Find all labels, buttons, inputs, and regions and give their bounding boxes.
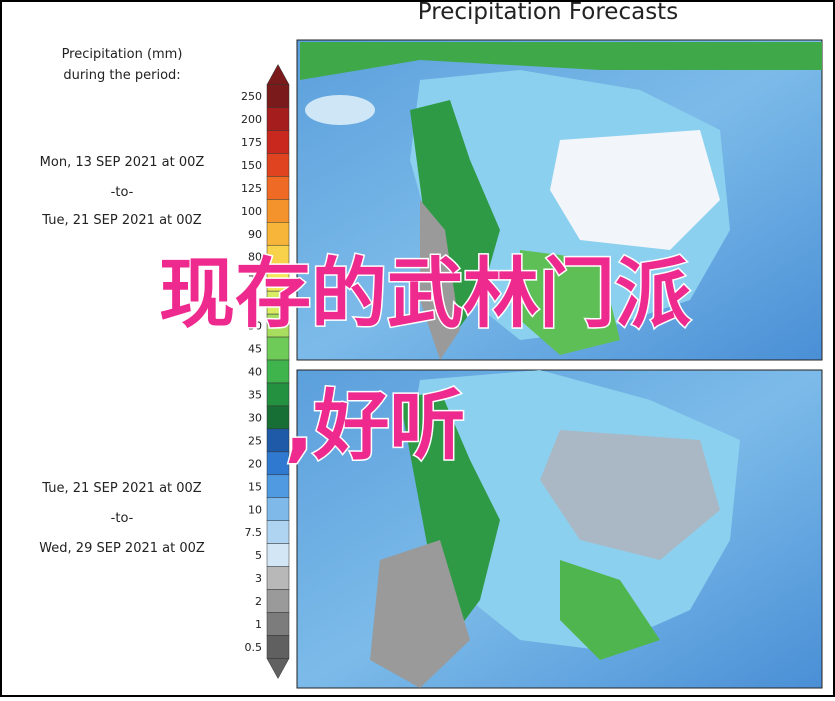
colorbar-label: 175 [241, 136, 262, 149]
colorbar-label: 90 [248, 228, 262, 241]
colorbar: 2502001751501251009080706050454035302520… [241, 64, 290, 679]
colorbar-segment [266, 84, 290, 108]
colorbar-label: 50 [248, 320, 262, 333]
colorbar-arrow [266, 64, 290, 85]
period-start: Mon, 13 SEP 2021 at 00Z [40, 155, 205, 170]
map-bottom [296, 369, 823, 689]
colorbar-segment [266, 130, 290, 154]
colorbar-label: 25 [248, 434, 262, 447]
colorbar-segment [266, 612, 290, 636]
colorbar-label: 3 [255, 572, 262, 585]
colorbar-segment [266, 589, 290, 613]
overlay-text: 现存的武林门派 [159, 249, 691, 338]
colorbar-label: 15 [248, 480, 262, 493]
colorbar-label: 250 [241, 90, 262, 103]
colorbar-segment [266, 222, 290, 246]
colorbar-segment [266, 520, 290, 544]
legend-heading: Precipitation (mm) [62, 47, 183, 62]
map-top [296, 39, 823, 361]
title: Precipitation Forecasts [418, 0, 678, 25]
colorbar-segment [266, 107, 290, 131]
colorbar-label: 80 [248, 251, 262, 264]
period-start: Tue, 21 SEP 2021 at 00Z [41, 481, 202, 496]
colorbar-label: 40 [248, 366, 262, 379]
colorbar-label: 100 [241, 205, 262, 218]
colorbar-segment [266, 336, 290, 361]
colorbar-label: 35 [248, 388, 262, 401]
colorbar-label: 200 [241, 113, 262, 126]
legend-heading: during the period: [63, 68, 180, 83]
period-to: -to- [111, 511, 134, 526]
colorbar-label: 60 [248, 297, 262, 310]
colorbar-label: 125 [241, 182, 262, 195]
colorbar-label: 20 [248, 457, 262, 470]
colorbar-segment [266, 153, 290, 177]
colorbar-label: 45 [248, 343, 262, 356]
colorbar-segment [266, 199, 290, 223]
colorbar-label: 0.5 [245, 641, 263, 654]
colorbar-segment [266, 176, 290, 200]
colorbar-label: 70 [248, 274, 262, 287]
colorbar-segment [266, 359, 290, 384]
overlay-text: ,好听 [285, 381, 466, 470]
colorbar-segment [266, 497, 290, 521]
colorbar-label: 5 [255, 549, 262, 562]
colorbar-label: 150 [241, 159, 262, 172]
colorbar-segment [266, 474, 290, 499]
colorbar-segment [266, 543, 290, 567]
colorbar-label: 30 [248, 411, 262, 424]
colorbar-label: 2 [255, 595, 262, 608]
colorbar-label: 10 [248, 503, 262, 516]
period-to: -to- [111, 185, 134, 200]
colorbar-arrow [266, 658, 290, 679]
period-end: Wed, 29 SEP 2021 at 00Z [39, 541, 205, 556]
colorbar-label: 7.5 [245, 526, 263, 539]
colorbar-segment [266, 635, 290, 659]
colorbar-label: 1 [255, 618, 262, 631]
period-end: Tue, 21 SEP 2021 at 00Z [41, 213, 202, 228]
colorbar-segment [266, 566, 290, 590]
